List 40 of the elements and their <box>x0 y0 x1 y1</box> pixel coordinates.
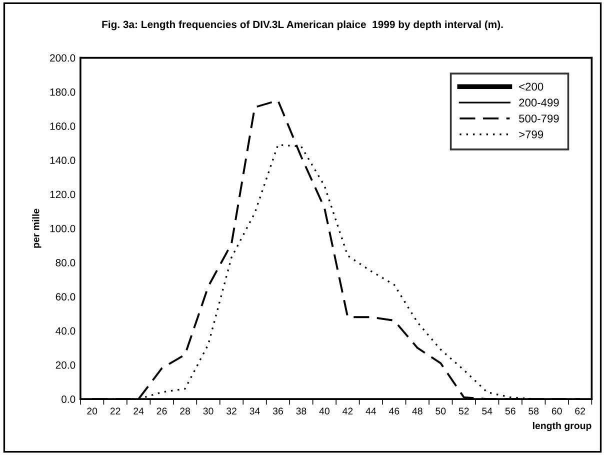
y-tick-label: 120.0 <box>50 190 76 198</box>
x-tick-label: 54 <box>482 408 492 415</box>
legend-label: <200 <box>519 82 544 91</box>
x-tick-label: 34 <box>250 408 260 415</box>
y-tick-label: 140.0 <box>50 156 76 164</box>
x-tick-label: 56 <box>505 408 516 415</box>
x-tick-label: 48 <box>412 408 422 415</box>
x-tick-label: 52 <box>458 408 469 415</box>
x-tick-label: 46 <box>388 408 400 415</box>
x-tick-label: 26 <box>156 408 167 415</box>
x-tick-label: 24 <box>134 408 144 414</box>
x-tick-label: 40 <box>319 408 330 415</box>
y-tick-label: 200.0 <box>50 54 76 62</box>
legend-label: 500-799 <box>519 114 559 122</box>
x-tick-label: 38 <box>296 408 306 415</box>
y-tick-label: 60.0 <box>56 293 76 301</box>
chart-title: Fig. 3a: Length frequencies of DIV.3L American plaice 1999 by depth interval (m). <box>102 20 503 30</box>
y-tick-label: 0.0 <box>62 396 76 403</box>
x-tick-label: 36 <box>272 408 283 415</box>
x-tick-label: 60 <box>552 408 562 415</box>
x-tick-label: 50 <box>436 408 446 415</box>
x-tick-label: 62 <box>575 408 585 415</box>
legend-label: >799 <box>519 130 544 138</box>
x-axis-title: length group <box>532 422 592 432</box>
y-tick-label: 20.0 <box>56 361 76 369</box>
x-tick-label: 58 <box>528 408 539 415</box>
x-tick-label: 44 <box>366 408 376 414</box>
y-tick-label: 180.0 <box>50 88 76 96</box>
x-tick-label: 32 <box>226 408 236 415</box>
x-tick-label: 28 <box>180 408 190 415</box>
y-axis-title: per mille <box>32 208 42 248</box>
y-tick-label: 100.0 <box>50 224 76 232</box>
x-tick-label: 30 <box>203 408 214 415</box>
x-tick-label: 22 <box>110 408 120 414</box>
x-tick-label: 20 <box>87 408 98 415</box>
y-tick-label: 40.0 <box>56 327 76 335</box>
y-tick-label: 160.0 <box>50 122 76 130</box>
x-tick-label: 42 <box>342 408 353 414</box>
legend-label: 200-499 <box>519 98 559 107</box>
y-tick-label: 80.0 <box>56 259 76 266</box>
